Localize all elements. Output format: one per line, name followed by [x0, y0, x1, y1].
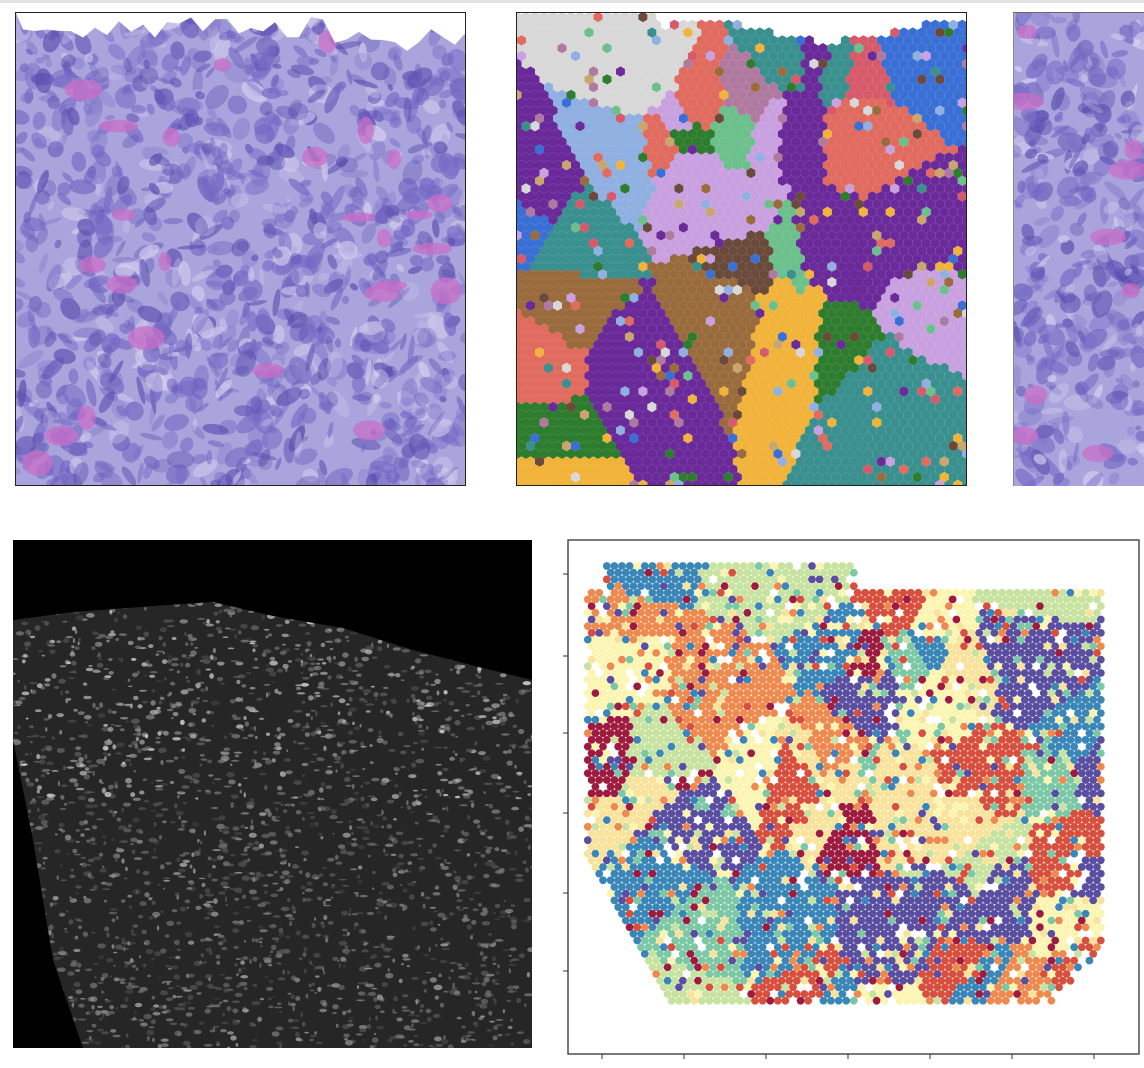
spatial-spot-plot: [556, 528, 1144, 1068]
he-stain-image-left: [15, 12, 466, 486]
fluorescence-image: [13, 540, 532, 1048]
top-border: [0, 0, 1144, 3]
he-stain-image-right: [1013, 12, 1144, 486]
spatial-cluster-map: [516, 12, 967, 486]
